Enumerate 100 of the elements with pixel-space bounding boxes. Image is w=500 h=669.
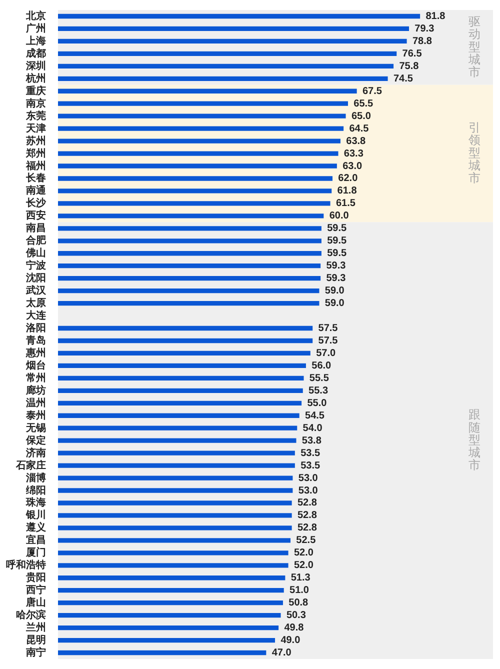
y-tick-label: 珠海	[25, 496, 46, 509]
y-tick-label: 洛阳	[25, 322, 46, 334]
bar	[58, 326, 313, 331]
data-label: 64.5	[349, 123, 370, 134]
data-label: 59.3	[326, 260, 346, 272]
data-label: 52.5	[296, 535, 316, 546]
y-tick-label: 南京	[25, 97, 46, 110]
bar	[58, 388, 303, 393]
y-tick-label: 绵阳	[25, 484, 46, 496]
bar	[58, 126, 344, 131]
bar	[58, 476, 293, 480]
y-tick-label: 杭州	[25, 72, 46, 84]
y-tick-label: 廊坊	[25, 384, 46, 396]
data-label: 52.0	[294, 548, 314, 559]
bar	[58, 201, 330, 206]
y-tick-label: 南宁	[25, 646, 46, 659]
bar	[58, 563, 288, 568]
data-label: 62.0	[338, 173, 358, 184]
y-tick-label: 佛山	[25, 247, 46, 260]
bar	[58, 300, 320, 306]
y-tick-label: 保定	[25, 434, 46, 446]
data-label: 67.5	[362, 86, 382, 97]
data-label: 61.8	[337, 186, 358, 197]
y-tick-label: 长沙	[25, 197, 47, 210]
y-tick-label: 福州	[25, 160, 46, 172]
y-tick-label: 东莞	[25, 110, 46, 122]
bar	[58, 151, 338, 156]
y-tick-label: 呼和浩特	[6, 559, 46, 572]
y-tick-label: 石家庄	[15, 459, 46, 472]
y-tick-label: 宁波	[26, 260, 47, 272]
data-label: 55.3	[308, 385, 328, 396]
data-label: 51.3	[290, 572, 311, 584]
y-tick-label: 贵阳	[25, 572, 46, 584]
bar	[58, 114, 346, 118]
y-tick-label: 合肥	[25, 234, 47, 247]
data-label: 54.5	[305, 410, 325, 422]
bar	[58, 450, 295, 456]
data-label: 47.0	[272, 648, 292, 659]
y-tick-label: 武汉	[25, 284, 47, 297]
y-tick-label: 无锡	[25, 422, 46, 434]
data-label: 59.5	[327, 223, 348, 234]
data-label: 49.8	[284, 622, 304, 634]
y-tick-label: 广州	[25, 22, 46, 34]
data-label: 53.5	[300, 448, 320, 459]
y-tick-label: 惠州	[25, 346, 46, 359]
y-tick-label: 苏州	[25, 134, 46, 147]
y-tick-label: 南昌	[25, 222, 46, 234]
bar	[58, 600, 283, 606]
data-label: 59.0	[324, 298, 345, 310]
bar	[58, 214, 324, 218]
data-label: 75.8	[399, 60, 420, 72]
data-label: 51.0	[290, 585, 310, 596]
y-tick-label: 昆明	[26, 634, 46, 646]
y-tick-label: 常州	[26, 372, 46, 384]
bar	[58, 251, 322, 256]
data-label: 54.0	[302, 422, 323, 434]
data-label: 63.3	[344, 148, 364, 160]
bar	[58, 538, 290, 543]
bar	[58, 276, 321, 281]
data-label: 57.5	[318, 335, 338, 346]
y-tick-label: 大连	[25, 310, 47, 322]
data-label: 57.5	[318, 323, 338, 334]
data-label: 59.3	[326, 273, 346, 284]
bar	[58, 363, 306, 368]
bar	[58, 350, 310, 356]
y-tick-label: 太原	[25, 297, 46, 310]
y-tick-label: 厦门	[25, 546, 46, 559]
data-label: 78.8	[412, 36, 432, 47]
bar	[58, 526, 292, 530]
bar	[58, 438, 296, 443]
bar	[58, 576, 286, 580]
bar	[58, 188, 332, 194]
bar	[58, 64, 394, 68]
bar	[58, 338, 313, 344]
bar	[58, 612, 281, 618]
data-label: 59.5	[327, 248, 348, 260]
bar	[58, 413, 300, 418]
data-label: 52.8	[297, 498, 318, 509]
y-tick-label: 南通	[25, 184, 47, 197]
data-label: 65.0	[351, 110, 372, 122]
data-label: 53.0	[298, 485, 318, 496]
data-label: 49.0	[280, 635, 301, 646]
y-tick-label: 成都	[25, 47, 46, 60]
y-tick-label: 北京	[25, 10, 46, 22]
y-tick-label: 哈尔滨	[16, 609, 46, 622]
bar	[58, 51, 397, 56]
bar	[58, 164, 337, 168]
data-label: 60.0	[329, 210, 350, 222]
data-label: 50.3	[286, 610, 306, 622]
y-tick-label: 重庆	[25, 84, 46, 97]
bar	[58, 176, 333, 181]
bar	[58, 550, 288, 556]
y-tick-label: 长春	[25, 172, 46, 184]
bar	[58, 376, 304, 381]
y-tick-label: 温州	[25, 396, 46, 409]
y-tick-label: 泰州	[25, 409, 46, 422]
y-tick-label: 唐山	[25, 596, 46, 609]
data-label: 55.5	[309, 372, 330, 384]
data-label: 61.5	[336, 198, 356, 210]
data-label: 59.5	[327, 236, 348, 247]
